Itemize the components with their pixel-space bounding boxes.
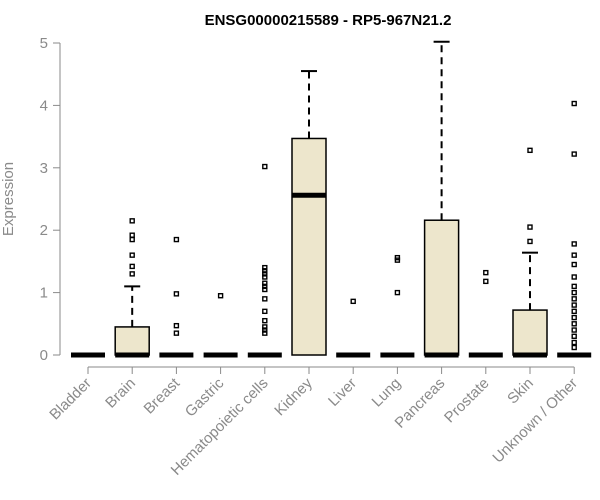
outlier-point <box>483 278 489 285</box>
x-tick-label: Kidney <box>271 374 316 419</box>
y-tick-label: 2 <box>40 222 48 239</box>
x-tick-label: Liver <box>325 375 360 410</box>
outlier-point <box>394 254 401 261</box>
x-tick-label: Breast <box>141 374 184 417</box>
outlier-point <box>129 236 135 243</box>
outlier-point <box>262 283 268 290</box>
box-gastric <box>203 293 238 358</box>
box-body <box>291 137 327 356</box>
outlier-point <box>129 232 135 238</box>
outlier-point <box>571 333 577 339</box>
box-prostate <box>468 269 503 358</box>
outlier-point <box>571 296 577 302</box>
outlier-point <box>173 291 180 297</box>
outlier-point <box>129 218 135 224</box>
y-tick-label: 1 <box>40 285 48 302</box>
y-tick-label: 4 <box>40 97 48 114</box>
outlier-point <box>262 308 268 315</box>
x-tick-label: Bladder <box>46 375 95 424</box>
box-body <box>423 219 460 356</box>
outlier-point <box>571 151 577 157</box>
outlier-point <box>129 263 135 270</box>
outlier-point <box>262 274 268 280</box>
x-tick-label: Lung <box>369 375 405 411</box>
outlier-point <box>527 224 533 230</box>
chart-title: ENSG00000215589 - RP5-967N21.2 <box>205 12 452 29</box>
y-tick-label: 5 <box>40 35 48 52</box>
plot-area <box>71 40 592 358</box>
outlier-point <box>394 289 401 296</box>
outlier-point <box>571 283 577 290</box>
box-kidney <box>291 70 327 356</box>
outlier-point <box>571 100 577 107</box>
y-axis-label: Expression <box>0 162 17 236</box>
outlier-point <box>571 274 577 280</box>
outlier-point <box>262 330 268 336</box>
outlier-point <box>173 236 180 243</box>
outlier-point <box>571 314 577 321</box>
outlier-point <box>262 327 268 333</box>
outlier-point <box>483 269 489 276</box>
box-breast <box>159 236 194 358</box>
outlier-point <box>571 261 577 268</box>
box-body <box>512 309 548 356</box>
outlier-point <box>262 163 268 170</box>
x-tick-label: Skin <box>504 375 537 408</box>
outlier-point <box>571 308 577 315</box>
outlier-point <box>571 321 577 327</box>
outlier-point <box>527 147 533 154</box>
outlier-point <box>571 302 577 308</box>
x-tick-label: Unknown / Other <box>489 375 581 467</box>
outlier-point <box>262 286 268 293</box>
y-tick-label: 3 <box>40 160 48 177</box>
outlier-point <box>571 252 577 258</box>
outlier-point <box>173 322 180 329</box>
outlier-point <box>262 264 268 271</box>
outlier-point <box>350 298 356 305</box>
box-body <box>114 326 150 356</box>
box-hematopoietic-cells <box>247 163 282 358</box>
x-tick-label: Prostate <box>441 375 493 427</box>
box-pancreas <box>423 40 460 358</box>
outlier-point <box>129 252 135 258</box>
outlier-point <box>262 280 268 286</box>
outlier-point <box>571 344 577 351</box>
x-tick-label: Brain <box>102 375 139 412</box>
outlier-point <box>571 339 577 346</box>
outlier-point <box>129 271 135 277</box>
box-unknown-other <box>557 100 592 358</box>
outlier-point <box>527 238 533 245</box>
outlier-point <box>262 268 268 274</box>
outlier-point <box>262 317 268 324</box>
outlier-point <box>571 289 577 296</box>
box-skin <box>512 147 548 358</box>
box-brain <box>114 218 150 358</box>
outlier-point <box>173 330 180 336</box>
box-liver <box>336 298 371 358</box>
box-lung <box>380 254 415 358</box>
outlier-point <box>217 293 224 299</box>
outlier-point <box>571 327 577 333</box>
outlier-point <box>571 241 577 247</box>
y-tick-label: 0 <box>40 347 48 364</box>
y-axis: 0 1 2 3 4 5 <box>40 35 61 364</box>
outlier-point <box>262 271 268 277</box>
outlier-point <box>262 324 268 330</box>
outlier-point <box>262 296 268 302</box>
